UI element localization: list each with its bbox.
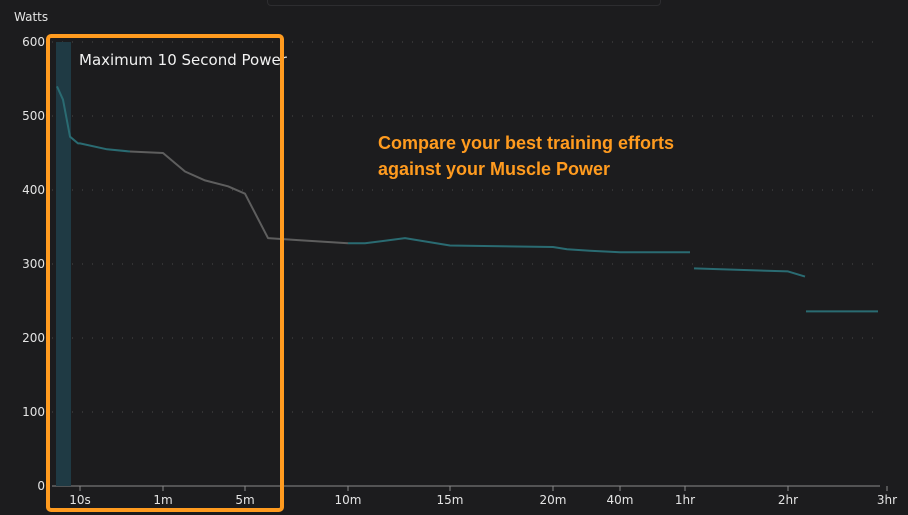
annotation-line-1: Compare your best training efforts: [378, 133, 674, 153]
highlight-band: [56, 42, 71, 486]
x-tick-label: 10s: [69, 493, 91, 507]
x-axis: 10s 1m 5m 10m 15m 20m 40m 1hr 2hr 3hr: [69, 486, 897, 507]
series-line: [693, 267, 806, 278]
y-axis-title: Watts: [14, 10, 48, 24]
grid-lines: [52, 41, 880, 487]
x-tick-label: 3hr: [877, 493, 897, 507]
y-axis: 0 100 200 300 400 500 600: [22, 35, 45, 493]
highlight-label: Maximum 10 Second Power: [79, 51, 288, 69]
y-tick-label: 500: [22, 109, 45, 123]
x-tick-label: 15m: [437, 493, 464, 507]
x-tick-label: 40m: [607, 493, 634, 507]
x-tick-label: 20m: [540, 493, 567, 507]
y-tick-label: 100: [22, 405, 45, 419]
x-tick-label: 5m: [235, 493, 254, 507]
x-tick-label: 2hr: [778, 493, 798, 507]
annotation-line-2: against your Muscle Power: [378, 159, 610, 179]
y-tick-label: 300: [22, 257, 45, 271]
highlight-callout-box: [46, 34, 284, 512]
x-tick-label: 1hr: [675, 493, 695, 507]
y-tick-label: 0: [37, 479, 45, 493]
x-tick-label: 10m: [335, 493, 362, 507]
series-line: [56, 85, 131, 153]
y-tick-label: 600: [22, 35, 45, 49]
series-lines: [56, 85, 878, 313]
series-line: [129, 150, 349, 245]
top-tab-edge: [267, 0, 661, 6]
y-tick-label: 200: [22, 331, 45, 345]
x-tick-label: 1m: [153, 493, 172, 507]
series-line: [348, 237, 690, 254]
y-tick-label: 400: [22, 183, 45, 197]
